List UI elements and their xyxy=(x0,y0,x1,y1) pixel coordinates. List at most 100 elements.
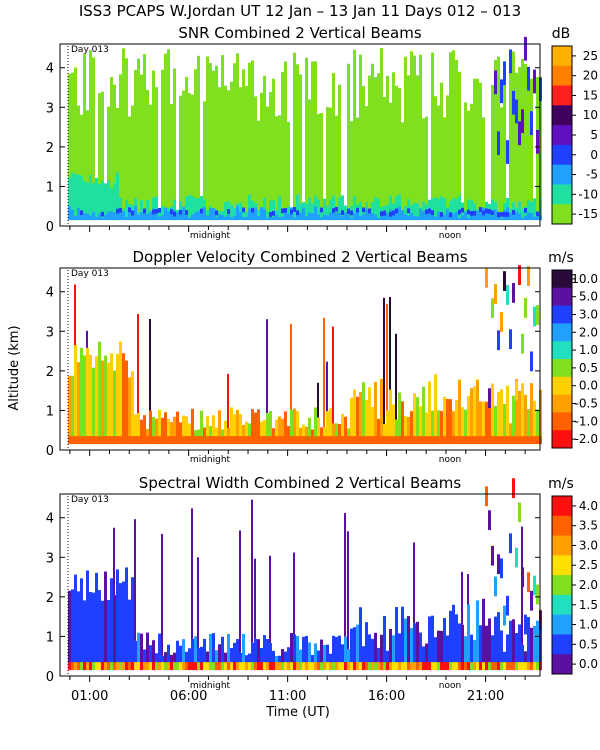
heatmap-cell xyxy=(497,212,500,218)
heatmap-cell xyxy=(74,662,77,671)
colorbar-swatch xyxy=(552,65,572,87)
heatmap-cell xyxy=(80,175,83,221)
heatmap-cell xyxy=(92,436,95,445)
heatmap-cell xyxy=(239,662,242,671)
heatmap-cell xyxy=(512,209,515,215)
day-label: Day 013 xyxy=(71,45,109,55)
heatmap-cell xyxy=(308,99,311,221)
heatmap-cell xyxy=(257,436,260,445)
heatmap-cell xyxy=(440,662,443,671)
heatmap-cell xyxy=(293,408,296,445)
colorbar: 4.0 3.5 3.0 2.5 2.0 1.5 1.0 0.5 0.0 xyxy=(551,495,598,675)
heatmap-cell xyxy=(509,436,512,445)
heatmap-cell xyxy=(140,633,143,671)
heatmap-cell xyxy=(401,122,404,221)
heatmap-cell xyxy=(299,74,302,221)
heatmap-cell xyxy=(350,662,353,671)
heatmap-cell xyxy=(278,436,281,445)
heatmap-cell xyxy=(488,388,491,409)
heatmap-cell xyxy=(170,436,173,445)
heatmap-cell xyxy=(524,662,527,671)
heatmap-cell xyxy=(188,194,191,221)
heatmap-cell xyxy=(473,78,476,221)
y-tick-label: 4 xyxy=(46,512,54,527)
heatmap-cell xyxy=(422,118,425,221)
heatmap-cell xyxy=(440,82,443,221)
heatmap-cell xyxy=(233,662,236,671)
heatmap-cell xyxy=(341,436,344,445)
heatmap-cell xyxy=(86,330,88,348)
heatmap-cell xyxy=(449,399,452,445)
heatmap-cell xyxy=(506,634,509,671)
colorbar-swatch xyxy=(552,204,572,225)
heatmap-cell xyxy=(515,633,518,671)
colorbar-swatch xyxy=(552,125,572,146)
heatmap-cell xyxy=(395,607,398,671)
x-ticks: 01:00 06:00 11:00 16:00 21:00 xyxy=(69,676,526,704)
heatmap-cell xyxy=(359,436,362,445)
heatmap-cell xyxy=(131,212,134,221)
heatmap-cell xyxy=(344,212,347,221)
heatmap-cell xyxy=(383,297,385,425)
heatmap-cell xyxy=(290,323,292,410)
heatmap-cell xyxy=(437,105,440,221)
heatmap-cell xyxy=(413,662,416,671)
heatmap-cell xyxy=(101,436,104,445)
heatmap-cell xyxy=(239,212,242,221)
heatmap-cell xyxy=(473,436,476,445)
heatmap-cell xyxy=(248,194,251,221)
heatmap-cell xyxy=(68,590,71,671)
heatmap-cell xyxy=(536,409,539,445)
heatmap-cell xyxy=(149,645,152,671)
heatmap-cell xyxy=(299,649,302,671)
heatmap-cell xyxy=(515,662,518,671)
heatmap-cell xyxy=(122,662,125,671)
noon-label: noon xyxy=(439,681,461,691)
heatmap-cell xyxy=(260,92,263,221)
heatmap-cell xyxy=(485,625,488,671)
heatmap-cell xyxy=(377,73,380,221)
heatmap-cell xyxy=(68,73,71,221)
heatmap-cell xyxy=(326,215,329,221)
heatmap-cell xyxy=(326,436,329,445)
heatmap-cell xyxy=(290,91,293,221)
heatmap-cell xyxy=(368,634,371,671)
heatmap-cell xyxy=(146,436,149,445)
heatmap-cell xyxy=(164,412,167,445)
heatmap-cell xyxy=(329,653,332,671)
heatmap-cell xyxy=(530,436,533,445)
heatmap-cell xyxy=(206,416,209,445)
heatmap-cell xyxy=(464,211,467,221)
heatmap-cell xyxy=(188,662,191,671)
heatmap-cell xyxy=(134,436,137,445)
colorbar-label: -0.5 xyxy=(575,397,598,411)
heatmap-cell xyxy=(341,662,344,671)
heatmap-cell xyxy=(86,347,89,445)
heatmap-cell xyxy=(269,643,272,671)
heatmap-cell xyxy=(107,436,110,445)
heatmap-cell xyxy=(176,436,179,445)
heatmap-cell xyxy=(416,203,419,221)
heatmap-cell xyxy=(134,662,137,671)
heatmap-cell xyxy=(497,612,500,671)
heatmap-cell xyxy=(158,216,161,221)
heatmap-cell xyxy=(221,636,224,671)
heatmap-cell xyxy=(92,592,95,671)
heatmap-cell xyxy=(503,404,506,445)
heatmap-cell xyxy=(188,648,191,671)
heatmap-cell xyxy=(428,53,431,221)
colorbar-label: 2.0 xyxy=(579,578,598,592)
heatmap-cell xyxy=(455,614,458,671)
heatmap-cell xyxy=(290,409,293,445)
colorbar-label: 5 xyxy=(590,128,598,142)
heatmap-cell xyxy=(137,436,140,445)
heatmap-cell xyxy=(266,639,269,671)
heatmap-cell xyxy=(437,662,440,671)
heatmap-cell xyxy=(194,212,197,221)
heatmap-cell xyxy=(419,436,422,445)
heatmap-cell xyxy=(215,427,218,445)
colorbar-swatch xyxy=(552,654,572,675)
heatmap-cell xyxy=(209,662,212,671)
heatmap-cell xyxy=(452,436,455,445)
heatmap-cell xyxy=(356,117,359,221)
